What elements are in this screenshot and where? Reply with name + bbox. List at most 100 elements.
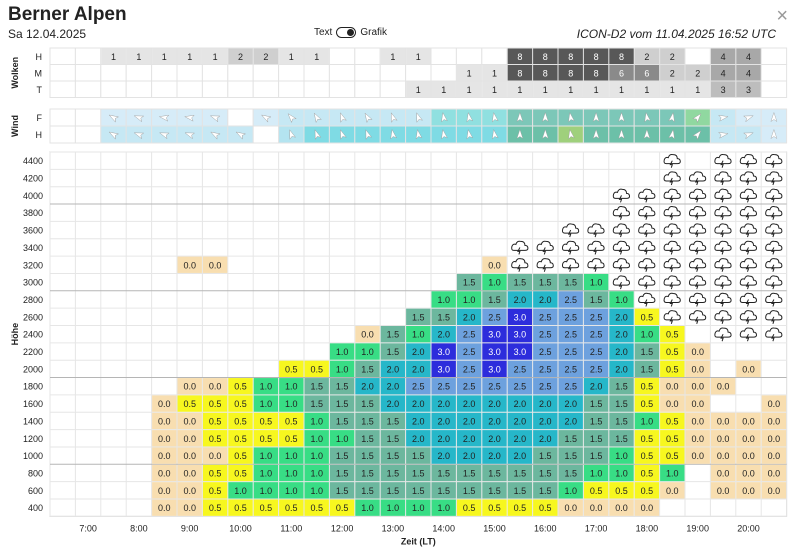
heatmap-value: 2.0	[437, 451, 450, 461]
toggle-switch[interactable]	[336, 27, 357, 38]
heatmap-value: 0.5	[209, 468, 222, 478]
heatmap-cell	[710, 378, 736, 395]
heatmap-value: 0.0	[742, 486, 755, 496]
heatmap-value: 1.5	[412, 451, 425, 461]
heatmap-cell	[431, 378, 456, 395]
heatmap-value: 1.0	[260, 399, 273, 409]
cloud-cell	[455, 47, 483, 65]
heatmap-cell	[279, 447, 304, 464]
heatmap-cell	[456, 395, 482, 412]
heatmap-value: 1.5	[590, 295, 603, 305]
heatmap-cell	[253, 378, 279, 395]
heatmap-value: 1.0	[285, 382, 298, 392]
heatmap-cell	[710, 430, 736, 447]
heatmap-value: 0.5	[666, 330, 679, 340]
heatmap-value: 0.5	[285, 434, 298, 444]
heatmap-cell	[634, 430, 660, 447]
heatmap-value: 1.0	[310, 468, 323, 478]
y-axis-label: Höhe	[10, 323, 20, 346]
heatmap-cell	[329, 378, 355, 395]
cloud-cell-filled	[558, 48, 583, 64]
heatmap-value: 1.5	[641, 364, 654, 374]
x-axis-label: Zeit (LT)	[401, 536, 436, 546]
heatmap-cell	[482, 256, 507, 273]
heatmap-cell	[482, 395, 507, 412]
heatmap-cell	[380, 464, 406, 482]
cloud-value: 1	[136, 52, 141, 62]
thunderstorm-cloud-icon	[739, 275, 758, 290]
heatmap-value: 0.0	[768, 399, 781, 409]
heatmap-value: 0.5	[641, 382, 654, 392]
cloud-value: 3	[746, 85, 751, 95]
heatmap-cell	[761, 464, 787, 482]
heatmap-cell	[202, 447, 228, 464]
cloud-value: 1	[695, 85, 700, 95]
thunderstorm-cloud-icon	[612, 223, 631, 238]
toggle-text-label: Text	[314, 27, 333, 38]
cloud-value: 1	[543, 85, 548, 95]
heatmap-cell	[152, 464, 177, 482]
heatmap-cell	[685, 343, 710, 360]
heatmap-value: 0.0	[717, 468, 730, 478]
cloud-value: 2	[670, 68, 675, 78]
heatmap-value: 2.5	[539, 330, 552, 340]
heatmap-cell	[279, 430, 304, 447]
heatmap-value: 0.5	[260, 416, 273, 426]
heatmap-value: 1.0	[615, 468, 628, 478]
heatmap-cell	[660, 378, 685, 395]
heatmap-cell	[609, 499, 634, 516]
wind-arrow-icon	[618, 128, 625, 139]
thunderstorm-cloud-icon	[739, 258, 758, 272]
y-tick-label: 1200	[23, 434, 43, 444]
cloud-cell-filled	[279, 48, 304, 64]
thunderstorm-cloud-icon	[663, 310, 681, 324]
heatmap-value: 1.0	[387, 503, 400, 513]
heatmap-cell	[583, 412, 609, 430]
heatmap-cell	[609, 326, 634, 343]
heatmap-cell	[710, 412, 736, 430]
heatmap-value: 0.5	[336, 503, 349, 513]
wind-arrow-icon	[466, 111, 474, 123]
x-tick-label: 17:00	[585, 523, 608, 533]
heatmap-value: 1.5	[412, 486, 425, 496]
y-tick-label: 1800	[23, 382, 43, 392]
heatmap-cell	[558, 447, 583, 464]
heatmap-cell	[533, 291, 558, 308]
heatmap-cell	[431, 412, 456, 430]
x-tick-label: 9:00	[181, 523, 199, 533]
heatmap-cell	[482, 308, 507, 325]
heatmap-value: 0.5	[260, 434, 273, 444]
close-icon[interactable]: ×	[776, 5, 788, 27]
heatmap-cell	[609, 464, 634, 482]
wind-arrow-icon	[158, 114, 170, 122]
heatmap-cell	[761, 412, 787, 430]
heatmap-cell	[609, 412, 634, 430]
heatmap-cell	[609, 430, 634, 447]
heatmap-value: 3.0	[488, 364, 501, 374]
x-tick-label: 20:00	[737, 523, 760, 533]
heatmap-cell	[558, 291, 583, 308]
heatmap-cell	[202, 395, 228, 412]
heatmap-cell	[558, 482, 583, 499]
thunderstorm-cloud-icon	[536, 258, 554, 272]
heatmap-cell	[380, 430, 406, 447]
wind-arrow-icon	[618, 111, 625, 122]
heatmap-value: 2.5	[590, 330, 603, 340]
cloud-cell-filled	[456, 65, 482, 81]
view-toggle[interactable]: Text Grafik	[314, 27, 387, 38]
heatmap-value: 2.0	[463, 312, 476, 322]
wind-arrow-icon	[133, 115, 145, 123]
wind-arrow-icon	[643, 128, 651, 139]
heatmap-cell	[736, 464, 761, 482]
wind-row-label: H	[36, 130, 43, 140]
heatmap-value: 0.5	[666, 416, 679, 426]
heatmap-cell	[558, 412, 583, 430]
heatmap-value: 0.0	[742, 416, 755, 426]
heatmap-cell	[253, 412, 279, 430]
heatmap-cell	[482, 291, 507, 308]
heatmap-cell	[177, 499, 202, 516]
heatmap-value: 0.0	[666, 382, 679, 392]
heatmap-value: 1.5	[615, 399, 628, 409]
heatmap-cell	[660, 430, 685, 447]
cloud-cell	[227, 80, 254, 98]
